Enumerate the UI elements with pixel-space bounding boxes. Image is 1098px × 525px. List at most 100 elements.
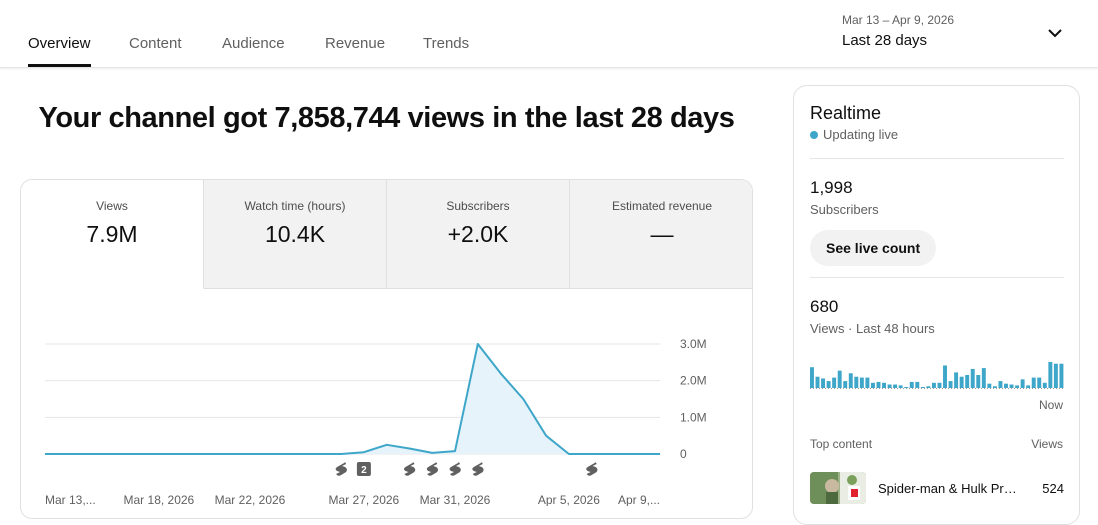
realtime-bar <box>910 382 914 388</box>
realtime-bar <box>971 369 975 388</box>
video-thumbnail <box>810 472 866 504</box>
realtime-bar <box>932 383 936 388</box>
y-tick-label: 0 <box>680 447 687 461</box>
metric-value: — <box>570 221 753 248</box>
realtime-bar <box>998 381 1002 388</box>
series-line <box>45 344 660 454</box>
metric-tab-estimated-revenue[interactable]: Estimated revenue — <box>570 180 753 289</box>
realtime-bar <box>865 378 869 388</box>
tab-audience[interactable]: Audience <box>222 35 285 52</box>
shorts-icon <box>472 462 483 476</box>
realtime-bar <box>882 383 886 388</box>
realtime-bar <box>1015 385 1019 388</box>
realtime-bar <box>877 382 881 388</box>
shorts-icon <box>404 462 415 476</box>
tab-revenue[interactable]: Revenue <box>325 35 385 52</box>
metric-tab-watch-time[interactable]: Watch time (hours) 10.4K <box>204 180 387 289</box>
see-live-count-button[interactable]: See live count <box>810 230 936 266</box>
realtime-bar <box>838 371 842 388</box>
metric-label: Watch time (hours) <box>204 199 386 213</box>
realtime-bar <box>1004 384 1008 388</box>
now-label: Now <box>1039 398 1063 412</box>
realtime-bar <box>926 386 930 388</box>
tab-overview[interactable]: Overview <box>28 35 91 52</box>
realtime-bar <box>938 383 942 388</box>
realtime-bar <box>949 381 953 388</box>
realtime-bar <box>827 381 831 388</box>
top-content-title: Spider-man & Hulk Pra... <box>878 481 1018 496</box>
realtime-bar <box>843 381 847 388</box>
realtime-bar <box>1048 362 1052 388</box>
realtime-bar <box>1010 385 1014 388</box>
realtime-bar <box>954 372 958 388</box>
realtime-bar <box>810 367 814 388</box>
realtime-views-bars[interactable] <box>810 354 1065 390</box>
realtime-bar <box>1054 364 1058 388</box>
realtime-bar <box>921 387 925 388</box>
live-dot-icon <box>810 131 818 139</box>
realtime-bar <box>960 377 964 388</box>
realtime-title: Realtime <box>810 103 881 124</box>
y-tick-label: 3.0M <box>680 337 707 351</box>
realtime-bar <box>849 373 853 388</box>
tab-trends[interactable]: Trends <box>423 35 469 52</box>
divider <box>810 158 1064 159</box>
live-status-text: Updating live <box>823 127 898 142</box>
tab-content[interactable]: Content <box>129 35 182 52</box>
realtime-bar <box>899 385 903 388</box>
realtime-bar <box>860 378 864 388</box>
subscribers-count: 1,998 <box>810 178 853 198</box>
realtime-bar <box>1037 378 1041 388</box>
realtime-bar <box>1026 385 1030 388</box>
realtime-bar <box>893 385 897 388</box>
x-tick-label: Apr 5, 2026 <box>538 493 600 506</box>
realtime-card: Realtime Updating live 1,998 Subscribers… <box>793 85 1080 525</box>
y-tick-label: 1.0M <box>680 410 707 424</box>
top-content-item[interactable]: Spider-man & Hulk Pra... 524 <box>810 472 1064 504</box>
metric-tab-subscribers[interactable]: Subscribers +2.0K <box>387 180 570 289</box>
metric-label: Views <box>21 199 203 213</box>
realtime-bar <box>821 378 825 388</box>
date-preset-label[interactable]: Last 28 days <box>842 32 927 49</box>
x-tick-label: Apr 9,... <box>618 493 660 506</box>
top-content-views: 524 <box>1042 481 1064 496</box>
views-label: Views · Last 48 hours <box>810 321 935 336</box>
metric-label: Subscribers <box>387 199 569 213</box>
realtime-bar <box>993 386 997 388</box>
realtime-bar <box>1032 378 1036 388</box>
date-range-text[interactable]: Mar 13 – Apr 9, 2026 <box>842 13 954 27</box>
realtime-bar <box>1021 379 1025 388</box>
x-tick-label: Mar 18, 2026 <box>124 493 195 506</box>
metric-tab-views[interactable]: Views 7.9M <box>21 180 204 289</box>
divider <box>810 277 1064 278</box>
realtime-bar <box>965 375 969 388</box>
live-status: Updating live <box>810 127 898 142</box>
x-tick-label: Mar 13,... <box>45 493 96 506</box>
metric-label: Estimated revenue <box>570 199 753 213</box>
views-chart: 3.0M 2.0M 1.0M 0 2 Mar 13,... Mar 18, 2026 Mar … <box>20 320 730 506</box>
y-tick-label: 2.0M <box>680 374 707 388</box>
views-column-label: Views <box>1031 437 1063 451</box>
chevron-down-icon[interactable] <box>1046 26 1064 40</box>
shorts-icon <box>336 462 347 476</box>
metric-value: 10.4K <box>204 221 386 248</box>
realtime-bar <box>1059 364 1063 388</box>
realtime-bar <box>982 368 986 388</box>
realtime-bar <box>832 378 836 388</box>
realtime-bar <box>1043 383 1047 388</box>
realtime-bar <box>943 365 947 388</box>
realtime-bar <box>987 384 991 388</box>
x-tick-label: Mar 31, 2026 <box>420 493 491 506</box>
top-bar: Overview Content Audience Revenue Trends… <box>0 0 1098 68</box>
realtime-bar <box>854 377 858 388</box>
shorts-icon <box>450 462 461 476</box>
count-badge-label: 2 <box>361 465 367 476</box>
x-tick-label: Mar 27, 2026 <box>329 493 400 506</box>
subscribers-label: Subscribers <box>810 202 879 217</box>
shorts-icon <box>586 462 597 476</box>
realtime-bar <box>904 387 908 388</box>
metric-value: 7.9M <box>21 221 203 248</box>
realtime-bar <box>888 385 892 388</box>
top-content-label: Top content <box>810 437 872 451</box>
realtime-bar <box>816 377 820 388</box>
